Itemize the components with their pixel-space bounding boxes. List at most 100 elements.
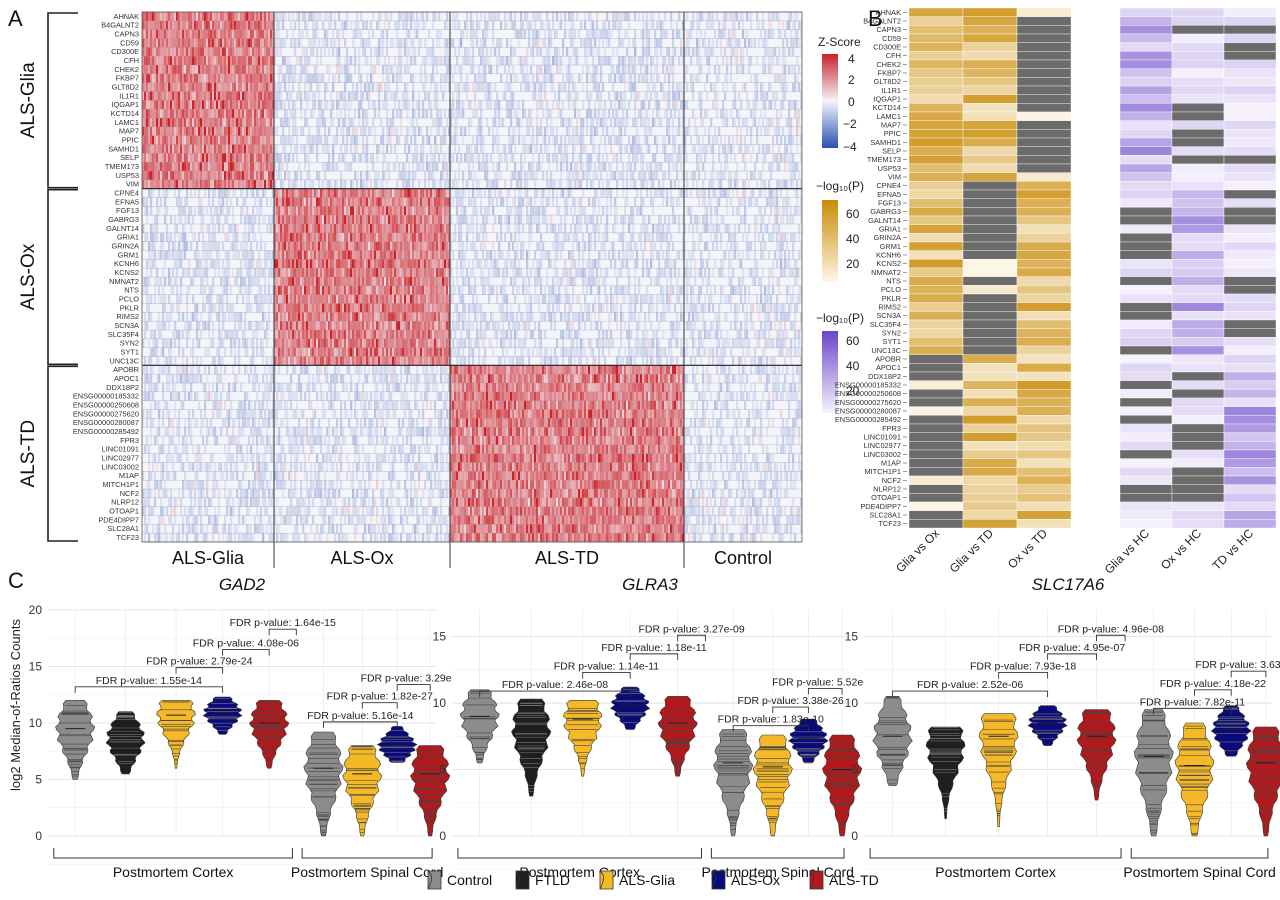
heatmap-cell [398,215,401,225]
heatmap-cell [774,12,777,22]
heatmap-cell [472,29,475,39]
heatmap-cell [298,73,301,83]
heatmap-cell [650,20,653,30]
heatmap-cell [724,109,727,119]
heatmap-cell [230,20,233,30]
heatmap-cell [514,144,517,154]
heatmap-cell [180,126,183,136]
heatmap-cell [800,91,803,101]
heatmap-cell [358,73,361,83]
heatmap-cell [498,109,501,119]
heatmap-cell [796,100,799,110]
heatmap-cell [398,56,401,66]
heatmap-cell [780,109,783,119]
heatmap-cell [154,20,157,30]
heatmap-cell [312,38,315,48]
heatmap-cell [794,162,797,172]
heatmap-cell [256,12,259,22]
heatmap-cell [368,171,371,181]
heatmap-cell [760,171,763,181]
heatmap-cell [366,171,369,181]
heatmap-cell [296,197,299,207]
heatmap-cell [360,73,363,83]
heatmap-cell [174,29,177,39]
heatmap-cell [308,162,311,172]
heatmap-cell [796,118,799,128]
heatmap-cell [490,12,493,22]
heatmap-cell [146,153,149,163]
heatmap-cell [626,162,629,172]
heatmap-cell [406,197,409,207]
heatmap-cell [286,135,289,145]
heatmap-cell [160,20,163,30]
heatmap-cell [220,153,223,163]
heatmap-cell [662,171,665,181]
heatmap-cell [148,73,151,83]
heatmap-cell [490,188,493,198]
heatmap-cell [276,206,279,216]
heatmap-cell [262,12,265,22]
heatmap-cell [738,91,741,101]
heatmap-cell [434,12,437,22]
heatmap-cell [268,82,271,92]
heatmap-cell [674,215,677,225]
heatmap-cell [562,100,565,110]
heatmap-cell [178,109,181,119]
heatmap-cell [170,20,173,30]
heatmap-cell [192,153,195,163]
heatmap-cell [176,162,179,172]
heatmap-cell [162,38,165,48]
heatmap-cell [602,206,605,216]
heatmap-cell [284,82,287,92]
heatmap-cell [334,215,337,225]
heatmap-cell [730,171,733,181]
heatmap-cell [582,206,585,216]
heatmap-cell [240,82,243,92]
heatmap-cell [154,144,157,154]
heatmap-cell [772,29,775,39]
heatmap-cell [450,188,453,198]
heatmap-cell [258,162,261,172]
heatmap-cell [760,91,763,101]
heatmap-cell [644,29,647,39]
heatmap-cell [788,135,791,145]
heatmap-cell [474,82,477,92]
heatmap-cell [672,126,675,136]
heatmap-cell [504,215,507,225]
heatmap-cell [242,162,245,172]
heatmap-cell [200,47,203,57]
heatmap-cell [390,188,393,198]
heatmap-cell [184,109,187,119]
heatmap-cell [308,12,311,22]
heatmap-cell [266,179,269,189]
heatmap-cell [336,179,339,189]
heatmap-cell [234,73,237,83]
heatmap-cell [240,56,243,66]
heatmap-cell [160,109,163,119]
heatmap-cell [260,91,263,101]
heatmap-cell [196,179,199,189]
heatmap-cell [684,188,687,198]
heatmap-cell [352,224,355,234]
heatmap-cell [564,215,567,225]
heatmap-cell [338,73,341,83]
heatmap-cell [418,215,421,225]
heatmap-cell [296,224,299,234]
heatmap-cell [468,118,471,128]
heatmap-cell [398,197,401,207]
heatmap-cell [466,73,469,83]
heatmap-cell [198,162,201,172]
heatmap-cell [272,179,275,189]
heatmap-cell [196,82,199,92]
heatmap-cell [472,20,475,30]
heatmap-cell [470,56,473,66]
heatmap-cell [588,65,591,75]
heatmap-cell [526,171,529,181]
heatmap-cell [220,144,223,154]
heatmap-cell [646,179,649,189]
heatmap-cell [696,38,699,48]
heatmap-cell [384,65,387,75]
heatmap-cell [250,12,253,22]
heatmap-cell [310,215,313,225]
heatmap-cell [542,215,545,225]
